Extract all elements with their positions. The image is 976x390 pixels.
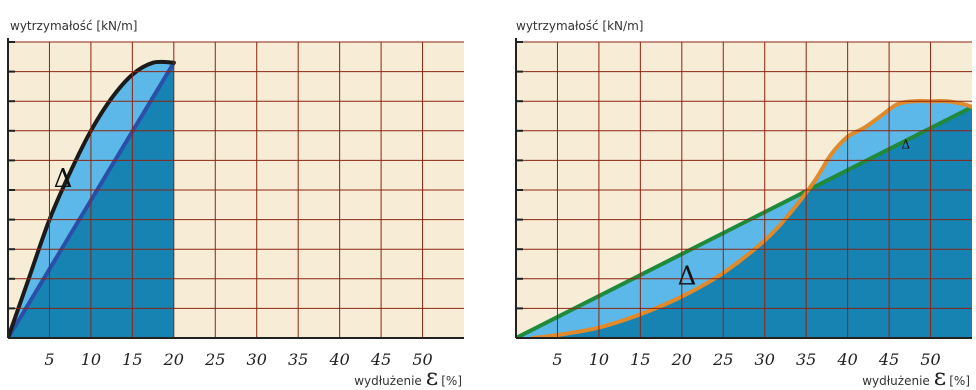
chart-panel-1: 5 10 15 20 25 30 35 40 45 50 wytrzymałość [kN/m] wy…	[7, 19, 464, 390]
x-tick-label: 25	[204, 350, 225, 369]
grid	[7, 41, 464, 339]
x-tick-label: 50	[920, 350, 940, 369]
x-tick-label: 20	[671, 350, 692, 369]
x-tick-label: 10	[81, 350, 101, 369]
x-tick-label: 15	[630, 350, 650, 369]
x-tick-label: 45	[878, 350, 899, 369]
x-tick-label: 30	[247, 350, 267, 369]
x-tick-label: 5	[44, 350, 54, 369]
delta-label: Δ	[54, 164, 73, 194]
x-tick-label: 25	[712, 350, 733, 369]
x-tick-label: 50	[412, 350, 432, 369]
x-tick-label: 40	[328, 350, 349, 369]
x-axis-label: wydłużenie ε [%]	[354, 363, 462, 390]
series-line	[516, 105, 972, 338]
x-axis-label-unit: [%]	[949, 374, 970, 388]
y-axis-label: wytrzymałość [kN/m]	[10, 19, 137, 33]
x-axis-label-text: wydłużenie	[862, 374, 930, 388]
y-axis-label: wytrzymałość [kN/m]	[516, 19, 643, 33]
x-tick-label: 20	[163, 350, 184, 369]
x-tick-label: 35	[288, 350, 308, 369]
x-tick-label: 10	[589, 350, 609, 369]
x-axis-label-symbol: ε	[934, 363, 946, 390]
x-tick-label: 35	[796, 350, 816, 369]
x-axis-label-symbol: ε	[426, 363, 438, 390]
x-axis-label-text: wydłużenie	[354, 374, 422, 388]
delta-label-small: Δ	[902, 138, 911, 152]
x-tick-label: 40	[836, 350, 857, 369]
chart-panel-2: 5 10 15 20 25 30 35 40 45 50 wytrzymałość [kN/m] wy…	[515, 19, 972, 390]
x-tick-label: 30	[755, 350, 775, 369]
x-tick-label: 15	[122, 350, 142, 369]
x-tick-label: 5	[552, 350, 562, 369]
delta-label: Δ	[678, 262, 697, 292]
x-tick-label: 45	[370, 350, 391, 369]
x-axis-label-unit: [%]	[441, 374, 462, 388]
x-axis-label: wydłużenie ε [%]	[862, 363, 970, 390]
